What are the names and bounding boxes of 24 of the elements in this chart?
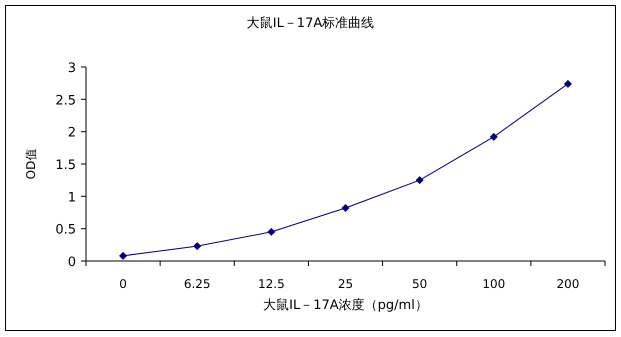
x-axis-title: 大鼠IL－17A浓度（pg/ml） xyxy=(263,297,428,313)
point xyxy=(119,252,128,260)
y-tick-label: 1.5 xyxy=(55,158,76,173)
y-tick-label: 0 xyxy=(68,255,76,270)
point xyxy=(193,242,202,250)
y-tick-label: 2 xyxy=(68,126,76,141)
x-tick-label: 200 xyxy=(556,277,580,291)
y-tick-label: 0.5 xyxy=(55,222,76,238)
point xyxy=(342,204,350,212)
y-tick-label: 2.5 xyxy=(55,93,76,108)
y-tick-label: 1 xyxy=(68,190,76,206)
y-tick-label: 3 xyxy=(68,61,76,76)
x-tick-label: 50 xyxy=(412,277,428,291)
x-tick-label: 6.25 xyxy=(184,277,211,291)
chart-title: 大鼠IL－17A标准曲线 xyxy=(246,16,374,31)
x-tick-label: 25 xyxy=(338,277,354,291)
point xyxy=(267,228,276,236)
x-tick-label: 100 xyxy=(482,277,506,291)
point xyxy=(564,80,572,88)
x-tick-label: 0 xyxy=(119,277,127,291)
x-tick-label: 12.5 xyxy=(258,277,285,291)
y-axis-title: OD值 xyxy=(24,148,38,180)
point xyxy=(416,176,424,184)
point xyxy=(490,132,498,141)
